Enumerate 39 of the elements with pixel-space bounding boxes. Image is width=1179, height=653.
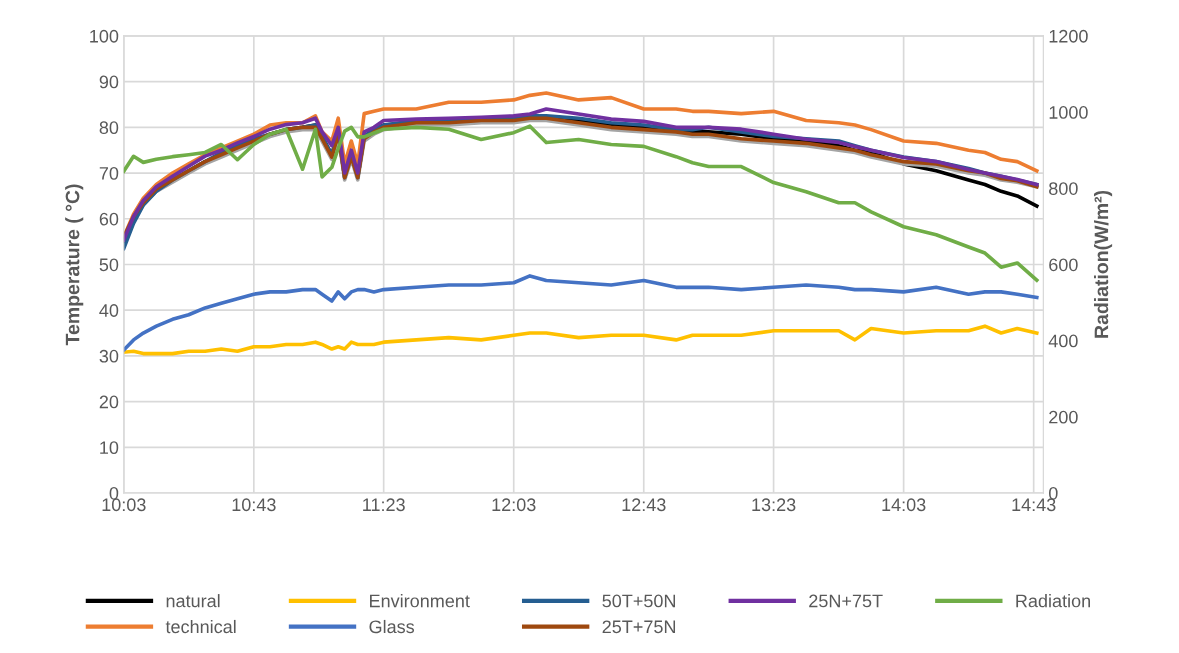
y2-tick-label: 200 xyxy=(1049,410,1078,424)
y2-tick-label: 1200 xyxy=(1049,29,1088,43)
y-tick-label: 70 xyxy=(99,166,119,180)
y-tick-label: 50 xyxy=(99,258,119,272)
x-tick-label: 12:03 xyxy=(492,498,536,512)
y2-tick-label: 1000 xyxy=(1049,106,1088,119)
legend-label: technical xyxy=(165,619,236,634)
y-axis-title: Temperature ( °C) xyxy=(65,184,84,346)
x-tick-label: 14:03 xyxy=(882,498,926,512)
x-tick-label: 14:43 xyxy=(1012,498,1056,512)
legend-label: Environment xyxy=(370,594,470,608)
y-tick-label: 30 xyxy=(99,349,119,363)
legend-label: Glass xyxy=(369,619,415,634)
x-tick-label: 11:23 xyxy=(363,498,405,512)
line-series xyxy=(123,124,1039,282)
x-tick-label: 12:43 xyxy=(622,498,666,512)
line-series xyxy=(123,324,1039,356)
legend-label: 25N+75T xyxy=(809,594,883,608)
x-tick-label: 10:03 xyxy=(102,498,146,512)
y2-tick-label: 0 xyxy=(1048,486,1058,500)
legend-label: 25T+75N xyxy=(602,620,676,634)
legend-label: natural xyxy=(166,594,220,608)
y2-tick-label: 600 xyxy=(1049,258,1078,272)
y-tick-label: 0 xyxy=(109,486,119,500)
x-tick-label: 13:23 xyxy=(752,498,796,512)
y-tick-label: 80 xyxy=(99,121,119,135)
x-tick-label: 10:43 xyxy=(232,498,276,512)
y-tick-label: 100 xyxy=(90,29,119,43)
line-series xyxy=(123,274,1039,352)
y2-axis-title: Radiation(W/m²) xyxy=(1093,190,1113,338)
y2-tick-label: 800 xyxy=(1049,182,1078,195)
legend-label: 50T+50N xyxy=(602,594,676,608)
y-tick-label: 10 xyxy=(100,441,119,455)
y-tick-label: 40 xyxy=(99,304,119,317)
y-tick-label: 90 xyxy=(99,75,119,89)
y-tick-label: 60 xyxy=(99,212,119,226)
y2-tick-label: 400 xyxy=(1048,334,1078,348)
legend-label: Radiation xyxy=(1016,594,1090,608)
y-tick-label: 20 xyxy=(99,395,119,409)
